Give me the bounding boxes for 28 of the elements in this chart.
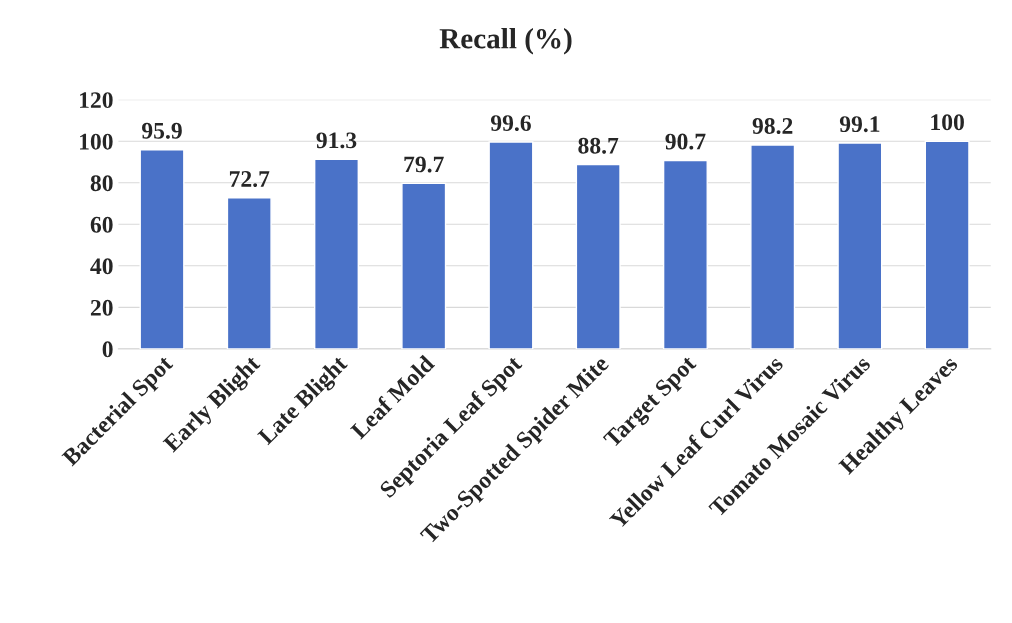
bar — [313, 158, 359, 349]
y-tick-label: 0 — [102, 341, 113, 358]
bar — [924, 140, 970, 349]
data-label: 91.3 — [316, 132, 357, 149]
y-tick-label: 100 — [80, 133, 113, 150]
y-tick-label: 80 — [90, 175, 113, 192]
data-label: 88.7 — [578, 137, 619, 154]
bar — [662, 159, 708, 349]
y-tick-label: 120 — [80, 92, 113, 109]
bar — [750, 144, 796, 349]
data-label: 95.9 — [142, 122, 182, 139]
chart-title: Recall (%) — [439, 28, 572, 55]
bar — [226, 197, 272, 349]
bar — [488, 141, 534, 349]
y-tick-label: 60 — [90, 216, 113, 233]
y-tick-label: 20 — [90, 299, 113, 316]
bar — [401, 182, 447, 349]
bar — [837, 142, 883, 349]
bar — [575, 163, 621, 349]
bar — [139, 149, 185, 349]
data-label: 99.6 — [490, 115, 531, 132]
data-label: 98.2 — [752, 117, 793, 135]
data-label: 72.7 — [229, 171, 270, 187]
data-label: 90.7 — [665, 133, 706, 150]
data-label: 99.1 — [839, 116, 880, 133]
data-label: 100 — [931, 114, 964, 131]
y-tick-label: 40 — [90, 258, 113, 275]
data-label: 79.7 — [404, 156, 444, 173]
